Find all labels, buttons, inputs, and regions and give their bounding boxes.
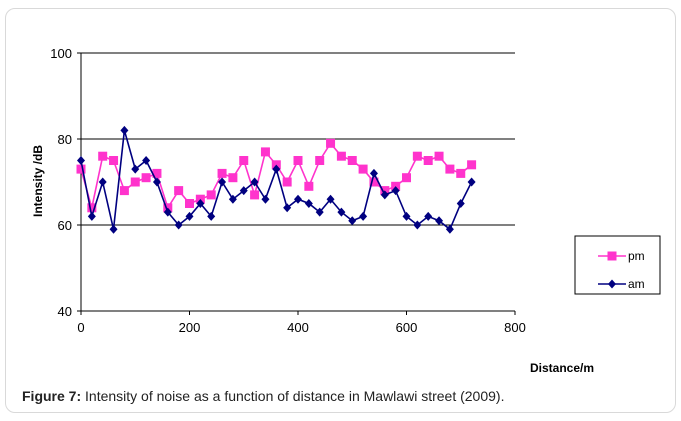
- figure-frame: [5, 8, 676, 413]
- legend-label-am: am: [628, 277, 645, 291]
- data-point-am: [109, 224, 118, 234]
- data-point-am: [272, 164, 281, 174]
- data-point-pm: [282, 177, 292, 187]
- data-point-pm: [304, 181, 314, 191]
- data-point-am: [326, 194, 335, 204]
- data-point-pm: [293, 156, 303, 165]
- data-point-am: [77, 156, 85, 165]
- y-tick-labels: 40 60 80 100: [50, 46, 72, 319]
- data-point-pm: [326, 138, 336, 148]
- data-point-pm: [423, 156, 433, 165]
- data-point-am: [196, 199, 205, 208]
- x-tick-label: 200: [179, 320, 201, 335]
- data-point-pm: [412, 151, 422, 161]
- data-point-am: [142, 156, 151, 165]
- data-point-am: [131, 164, 140, 174]
- data-point-am: [456, 199, 465, 208]
- data-point-pm: [119, 186, 129, 196]
- data-point-am: [435, 216, 444, 226]
- data-point-pm: [76, 164, 86, 174]
- y-tick-label: 60: [58, 218, 72, 233]
- gridlines: [81, 52, 515, 226]
- y-axis-title: Intensity /dB: [31, 145, 45, 217]
- data-point-pm: [141, 173, 151, 183]
- x-tick-label: 0: [77, 320, 84, 335]
- legend-marker-pm: [607, 251, 617, 261]
- data-point-am: [304, 199, 313, 208]
- data-point-am: [413, 220, 422, 230]
- data-point-am: [250, 177, 259, 187]
- data-point-pm: [174, 186, 184, 196]
- data-point-am: [445, 224, 454, 234]
- x-tick-labels: 0 200 400 600 800: [77, 320, 525, 335]
- data-point-pm: [402, 173, 411, 183]
- legend-label-pm: pm: [628, 249, 645, 263]
- data-point-am: [152, 177, 161, 187]
- x-tick-label: 400: [287, 320, 309, 335]
- data-point-pm: [98, 151, 108, 161]
- data-point-pm: [336, 151, 346, 161]
- data-point-am: [315, 207, 324, 217]
- data-point-am: [218, 177, 227, 187]
- legend-marker-am: [608, 279, 616, 289]
- figure-caption: Figure 7: Intensity of noise as a functi…: [22, 388, 504, 404]
- data-point-pm: [130, 177, 140, 187]
- data-point-am: [261, 194, 270, 204]
- caption-label: Figure 7:: [22, 388, 82, 404]
- data-point-pm: [217, 168, 227, 178]
- data-point-am: [163, 207, 172, 217]
- data-point-am: [283, 203, 292, 213]
- data-point-am: [294, 194, 302, 204]
- x-axis-title: Distance/m: [530, 361, 594, 375]
- y-tick-label: 40: [58, 304, 72, 319]
- data-point-am: [369, 168, 378, 178]
- data-point-pm: [347, 156, 357, 165]
- data-point-pm: [467, 160, 477, 170]
- data-point-am: [337, 207, 346, 217]
- data-point-am: [98, 177, 107, 187]
- data-point-pm: [445, 164, 455, 174]
- data-point-am: [348, 216, 357, 226]
- x-tick-label: 600: [396, 320, 418, 335]
- data-point-pm: [185, 199, 194, 208]
- series-am: [77, 125, 476, 234]
- legend-box: [574, 235, 661, 295]
- data-point-am: [380, 190, 389, 200]
- data-point-pm: [206, 190, 216, 200]
- data-point-am: [424, 211, 433, 221]
- y-tick-label: 100: [50, 46, 72, 61]
- data-point-am: [467, 177, 476, 187]
- data-point-am: [87, 211, 96, 221]
- data-point-am: [185, 211, 194, 221]
- data-point-pm: [228, 173, 238, 183]
- data-point-am: [239, 186, 248, 196]
- data-point-am: [359, 211, 368, 221]
- data-point-pm: [152, 168, 162, 178]
- data-point-pm: [315, 156, 325, 165]
- data-point-pm: [109, 156, 119, 165]
- legend: pm am: [574, 235, 661, 295]
- data-point-am: [174, 220, 183, 230]
- caption-text: Intensity of noise as a function of dist…: [81, 388, 505, 404]
- data-point-pm: [369, 177, 379, 187]
- data-point-pm: [239, 156, 249, 165]
- data-point-pm: [87, 203, 97, 213]
- series-pm: [76, 138, 477, 213]
- data-point-am: [120, 125, 129, 135]
- data-point-pm: [434, 151, 444, 161]
- x-tick-label: 800: [504, 320, 526, 335]
- data-point-pm: [250, 190, 260, 200]
- data-point-pm: [456, 168, 466, 178]
- data-point-am: [207, 211, 216, 221]
- data-point-am: [228, 194, 237, 204]
- data-point-am: [391, 186, 400, 196]
- data-point-am: [402, 211, 411, 221]
- axes: [77, 52, 516, 315]
- data-point-pm: [358, 164, 368, 174]
- data-series: [76, 125, 477, 234]
- data-point-pm: [260, 147, 270, 157]
- y-tick-label: 80: [58, 132, 72, 147]
